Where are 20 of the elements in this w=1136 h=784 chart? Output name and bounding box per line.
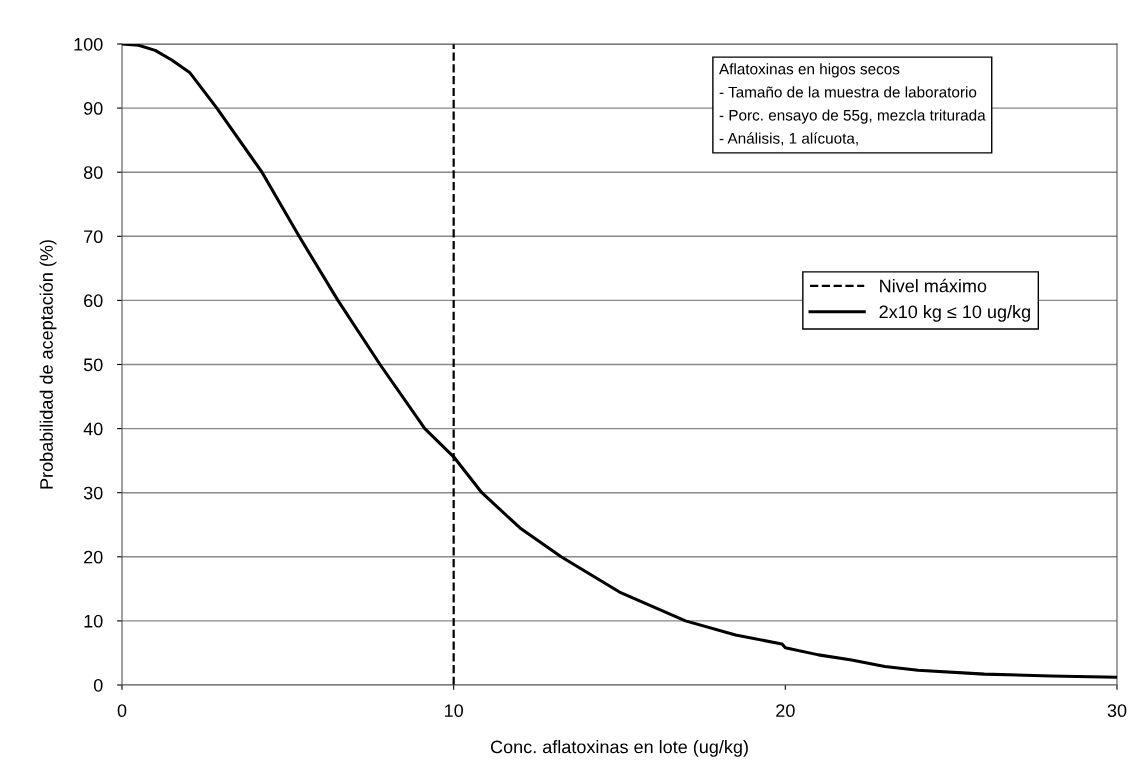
x-axis-title: Conc. aflatoxinas en lote (ug/kg)	[490, 740, 748, 757]
y-tick-label: 0	[93, 678, 103, 692]
y-axis-title: Probabilidad de aceptación (%)	[39, 240, 57, 489]
y-tick-label: 70	[84, 230, 103, 244]
annotation: Aflatoxinas en higos secos - Tamaño de la muestra de laboratorio - Porc. ensayo de 55g, mezcla triturada - Análisis, 1 alícuota,	[719, 63, 986, 146]
y-tick-label: 30	[83, 486, 103, 500]
y-tick-label: 100	[74, 37, 103, 51]
x-tick-label: 20	[776, 704, 795, 718]
x-tick-label: 0	[117, 704, 127, 718]
legend-label: Nivel máximo	[880, 278, 987, 293]
y-tick-label: 80	[83, 166, 103, 179]
y-tick-label: 90	[84, 102, 103, 115]
y-tick-label: 50	[83, 358, 103, 372]
y-tick-label: 10	[84, 614, 103, 628]
y-tick-label: 60	[84, 294, 103, 308]
legend-label: 2x10 kg ≤ 10 ug/kg	[879, 304, 1030, 322]
x-tick-label: 30	[1107, 704, 1127, 718]
y-tick-label: 20	[84, 550, 103, 564]
x-tick-label: 10	[445, 704, 463, 718]
y-tick-label: 40	[83, 422, 103, 436]
